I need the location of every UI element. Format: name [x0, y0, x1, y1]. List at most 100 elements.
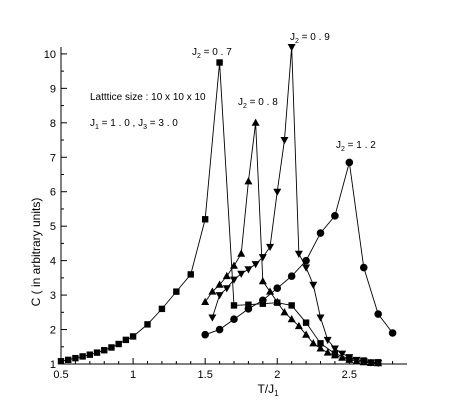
data-point	[309, 339, 318, 347]
x-tick-label: 0.5	[53, 369, 68, 381]
data-point	[266, 243, 275, 252]
y-tick-label: 6	[50, 187, 56, 199]
data-point	[280, 137, 289, 145]
data-point	[359, 358, 368, 366]
data-point	[108, 344, 115, 351]
data-point	[258, 277, 267, 285]
data-point	[230, 276, 238, 284]
data-point	[237, 249, 246, 257]
x-tick-label: 2.5	[342, 369, 357, 381]
data-point	[388, 329, 397, 337]
data-point	[79, 353, 86, 360]
data-point	[86, 351, 94, 358]
data-point	[187, 271, 194, 278]
series-label-j2-12: J2 = 1 . 2	[336, 140, 376, 153]
data-point	[201, 297, 210, 305]
data-point	[330, 351, 339, 359]
x-tick-label: 2	[274, 369, 280, 381]
data-point	[345, 158, 354, 167]
data-point	[302, 319, 310, 326]
data-point	[222, 285, 231, 293]
x-tick-label: 1	[130, 369, 136, 381]
data-point	[331, 212, 339, 220]
data-point	[158, 305, 166, 313]
x-tick-label: 1.5	[198, 369, 213, 381]
data-point	[266, 287, 275, 295]
data-point	[345, 354, 354, 362]
data-point	[352, 356, 361, 365]
y-tick-label: 5	[50, 221, 56, 233]
data-point	[65, 356, 72, 364]
data-point	[230, 261, 238, 269]
data-point	[101, 347, 108, 354]
data-point	[144, 321, 151, 328]
data-point	[302, 330, 311, 338]
data-point	[244, 305, 253, 313]
data-point	[302, 264, 311, 272]
x-axis-label: T/J1	[257, 382, 279, 398]
series-label-j2-07: J2 = 0 . 7	[192, 47, 232, 60]
data-point	[237, 270, 246, 278]
data-point	[122, 336, 130, 344]
data-point	[215, 280, 224, 288]
y-tick-label: 8	[50, 118, 56, 130]
data-point	[72, 354, 79, 362]
series-circle	[201, 158, 397, 339]
data-point	[287, 272, 296, 280]
y-axis-label: C ( in arbitrary units)	[29, 198, 43, 307]
data-point	[258, 254, 267, 262]
series-triangle-up	[201, 118, 383, 367]
svg-text:J2 = 0 . 7: J2 = 0 . 7	[192, 47, 232, 60]
data-point	[115, 340, 122, 348]
series-label-j2-09: J2 = 0 . 9	[290, 32, 330, 45]
data-point	[374, 310, 382, 318]
series-line	[204, 122, 379, 364]
data-point	[129, 333, 137, 340]
data-point	[302, 256, 310, 265]
data-point	[374, 359, 383, 368]
coupling-annotation: J1 = 1 . 0 , J3 = 3 . 0	[90, 118, 178, 131]
series-square	[57, 59, 382, 366]
data-point	[366, 359, 375, 367]
data-point	[330, 345, 339, 353]
data-point	[287, 44, 296, 52]
y-tick-label: 3	[50, 290, 56, 302]
data-point	[230, 315, 238, 324]
series-line	[211, 46, 379, 364]
data-point	[287, 315, 296, 323]
series-line	[60, 62, 379, 363]
data-point	[244, 177, 253, 185]
data-point	[216, 59, 223, 66]
svg-text:J2 = 0 . 9: J2 = 0 . 9	[290, 32, 330, 45]
y-tick-label: 10	[44, 49, 56, 61]
y-tick-label: 9	[50, 83, 56, 95]
series-layer	[57, 44, 397, 368]
data-point	[294, 321, 303, 330]
data-point	[215, 325, 224, 334]
lattice-annotation: Latttice size : 10 x 10 x 10	[90, 92, 206, 103]
data-point	[201, 330, 209, 339]
data-point	[273, 284, 282, 292]
data-point	[230, 302, 238, 309]
data-point	[173, 288, 180, 295]
data-point	[215, 292, 224, 300]
data-point	[93, 349, 101, 356]
data-point	[316, 314, 325, 322]
data-point	[294, 250, 303, 258]
data-point	[208, 287, 217, 295]
data-point	[323, 336, 332, 345]
data-point	[57, 358, 65, 365]
data-point	[280, 308, 289, 316]
series-label-j2-08: J2 = 0 . 8	[238, 97, 278, 110]
data-point	[273, 297, 282, 305]
y-tick-label: 1	[50, 359, 56, 371]
y-tick-label: 7	[50, 152, 56, 164]
data-point	[309, 281, 318, 289]
data-point	[201, 216, 209, 223]
data-point	[244, 266, 253, 274]
svg-text:J2 = 1 . 2: J2 = 1 . 2	[336, 140, 376, 153]
y-tick-label: 2	[50, 325, 56, 337]
data-point	[273, 188, 282, 196]
